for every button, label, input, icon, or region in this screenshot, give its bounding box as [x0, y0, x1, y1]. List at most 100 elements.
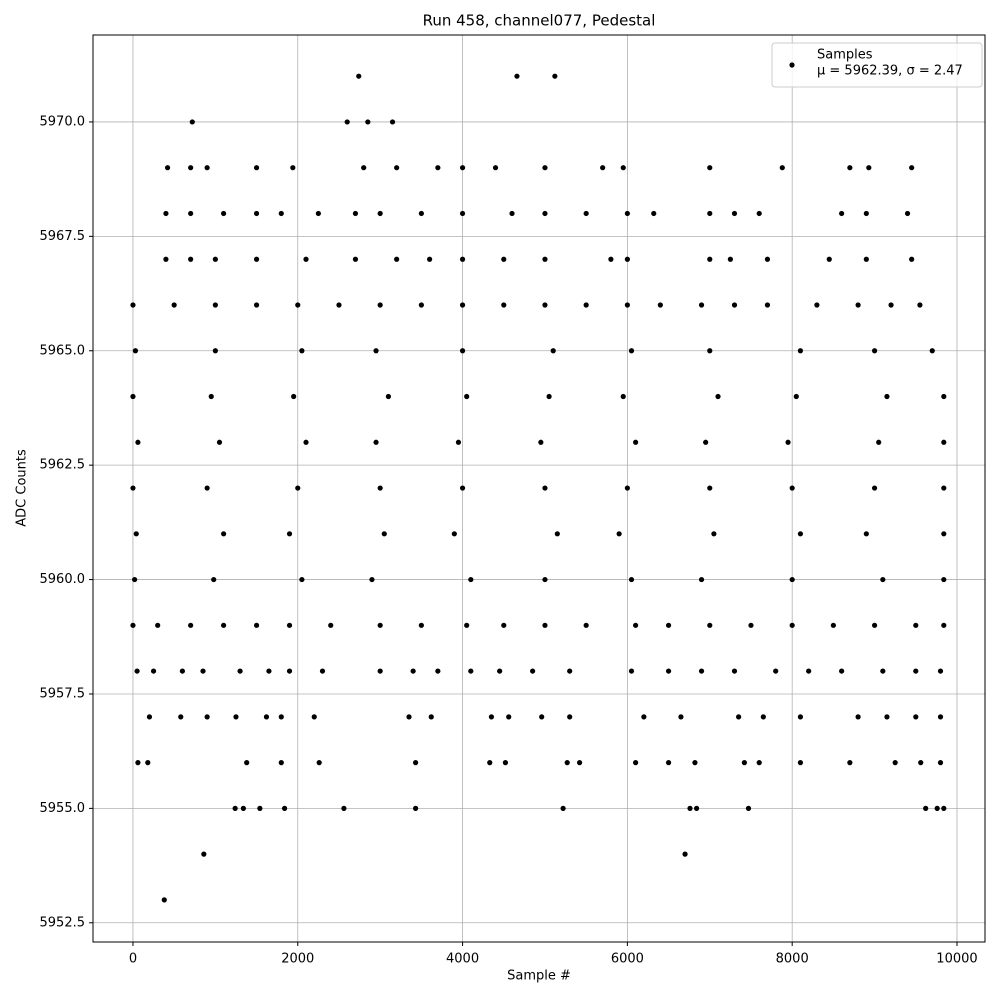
point — [756, 210, 762, 217]
point — [665, 622, 672, 628]
point — [918, 760, 924, 766]
point — [707, 165, 713, 171]
point — [624, 302, 630, 308]
point — [286, 531, 293, 537]
point — [741, 760, 747, 766]
point — [633, 760, 639, 766]
point — [871, 622, 878, 628]
y-tick-label: 5967.5 — [40, 229, 86, 244]
point — [459, 256, 466, 262]
point — [316, 760, 322, 766]
point — [299, 348, 305, 354]
point — [501, 256, 507, 262]
point — [278, 714, 284, 720]
point — [909, 256, 915, 262]
point — [455, 439, 462, 445]
point — [163, 210, 169, 217]
point — [253, 256, 260, 262]
point — [866, 165, 872, 171]
point — [435, 165, 441, 171]
point — [145, 760, 151, 766]
point — [687, 805, 693, 811]
point — [793, 393, 799, 400]
point — [789, 622, 795, 628]
point — [130, 302, 136, 308]
point — [567, 668, 573, 674]
point — [164, 165, 171, 171]
point — [731, 668, 738, 674]
point — [406, 714, 412, 720]
point — [418, 302, 424, 308]
point — [628, 576, 635, 583]
point — [212, 256, 218, 262]
point — [295, 302, 301, 308]
point — [678, 714, 684, 720]
point — [336, 302, 342, 308]
point — [459, 165, 466, 171]
point — [693, 805, 700, 811]
point — [941, 576, 947, 583]
point — [232, 805, 238, 811]
point — [789, 576, 795, 583]
point — [369, 576, 375, 583]
point — [830, 622, 836, 628]
point — [134, 668, 140, 674]
point — [341, 805, 347, 811]
point — [871, 485, 878, 491]
point — [542, 576, 548, 583]
points — [130, 73, 947, 903]
point — [257, 805, 263, 811]
point — [779, 165, 785, 171]
point — [542, 302, 548, 308]
point — [923, 805, 929, 811]
legend-marker — [789, 62, 795, 68]
point — [221, 210, 227, 217]
point — [237, 668, 243, 674]
x-axis-label: Sample # — [507, 969, 571, 984]
x-tick-label: 2000 — [281, 952, 314, 967]
point — [707, 485, 713, 491]
point — [745, 805, 752, 811]
point — [377, 485, 383, 491]
point — [633, 439, 639, 445]
point — [253, 165, 260, 171]
point — [150, 668, 157, 674]
point — [497, 668, 503, 674]
point — [132, 576, 138, 583]
point — [760, 714, 766, 720]
point — [188, 210, 194, 217]
point — [624, 256, 630, 262]
point — [221, 622, 227, 628]
point — [538, 439, 544, 445]
point — [913, 668, 919, 674]
point — [941, 531, 947, 537]
point — [892, 760, 898, 766]
point — [208, 393, 214, 400]
point — [435, 668, 441, 674]
point — [501, 622, 507, 628]
point — [488, 714, 495, 720]
point — [564, 760, 570, 766]
point — [295, 485, 301, 491]
point — [344, 119, 350, 125]
point — [847, 760, 853, 766]
point — [361, 165, 367, 171]
point — [188, 165, 194, 171]
point — [303, 439, 309, 445]
point — [266, 668, 272, 674]
x-tick-label: 6000 — [611, 952, 644, 967]
point — [876, 439, 882, 445]
point — [665, 760, 672, 766]
point — [633, 622, 639, 628]
point — [459, 210, 466, 217]
point — [204, 165, 210, 171]
point — [707, 210, 713, 217]
point — [620, 165, 626, 171]
x-tick-label: 10000 — [936, 952, 977, 967]
point — [880, 668, 886, 674]
point — [789, 485, 795, 491]
point — [509, 210, 515, 217]
point — [514, 73, 520, 79]
legend-box — [771, 42, 983, 88]
